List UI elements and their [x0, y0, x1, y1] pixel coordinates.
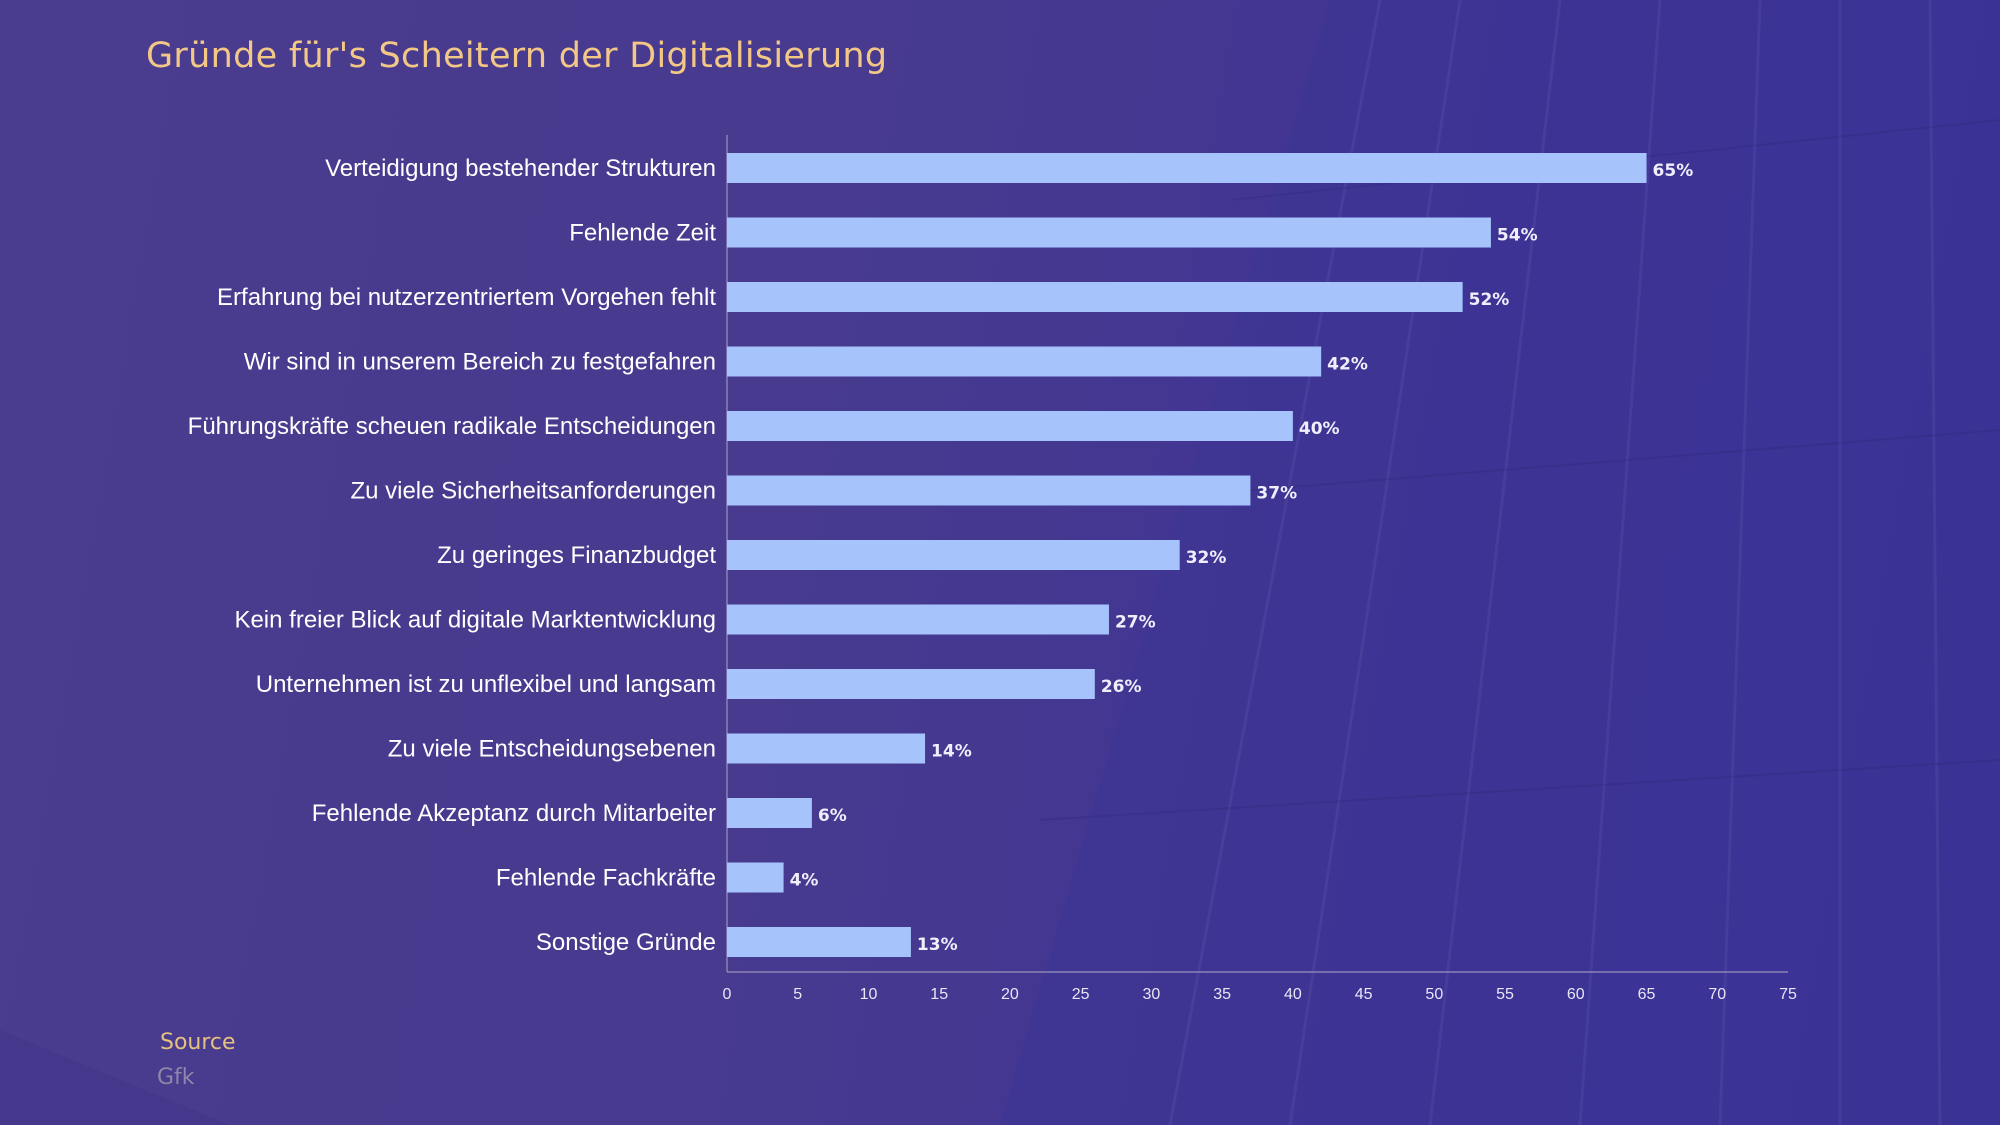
bar — [727, 217, 1491, 248]
x-tick-label: 75 — [1779, 986, 1797, 1003]
category-label: Wir sind in unserem Bereich zu festgefah… — [244, 349, 716, 376]
value-label: 52% — [1469, 290, 1510, 310]
category-label: Fehlende Akzeptanz durch Mitarbeiter — [312, 800, 716, 827]
x-tick-label: 5 — [793, 986, 802, 1003]
x-tick-label: 35 — [1213, 986, 1231, 1003]
bar — [727, 862, 784, 893]
category-label: Fehlende Fachkräfte — [496, 865, 716, 892]
value-label: 65% — [1653, 161, 1694, 181]
category-label: Verteidigung bestehender Strukturen — [325, 155, 716, 182]
value-label: 40% — [1299, 419, 1340, 439]
bar — [727, 540, 1180, 570]
x-tick-label: 70 — [1708, 986, 1726, 1003]
value-label: 4% — [790, 871, 819, 891]
x-tick-label: 60 — [1567, 986, 1585, 1003]
value-label: 32% — [1186, 548, 1227, 568]
x-tick-label: 10 — [860, 986, 878, 1003]
x-tick-label: 15 — [930, 986, 948, 1003]
source-value: Gfk — [157, 1065, 195, 1090]
value-label: 13% — [917, 935, 958, 955]
source-label: Source — [160, 1030, 236, 1055]
value-label: 26% — [1101, 677, 1142, 697]
bar — [727, 346, 1322, 377]
x-tick-label: 25 — [1072, 986, 1090, 1003]
bar — [727, 475, 1251, 506]
category-label: Sonstige Gründe — [536, 929, 716, 956]
bar — [727, 927, 911, 957]
category-label: Fehlende Zeit — [569, 220, 716, 247]
bar — [727, 798, 812, 828]
chart-title: Gründe für's Scheitern der Digitalisieru… — [146, 36, 888, 76]
category-label: Zu viele Sicherheitsanforderungen — [350, 478, 716, 505]
value-label: 37% — [1256, 484, 1297, 504]
x-tick-label: 0 — [723, 986, 732, 1003]
category-label: Kein freier Blick auf digitale Marktentw… — [234, 607, 716, 634]
x-tick-label: 45 — [1355, 986, 1373, 1003]
x-tick-label: 30 — [1143, 986, 1161, 1003]
x-tick-label: 20 — [1001, 986, 1019, 1003]
value-label: 54% — [1497, 226, 1538, 246]
bar — [727, 282, 1463, 312]
bar — [727, 733, 926, 764]
bar — [727, 604, 1109, 635]
category-label: Zu geringes Finanzbudget — [437, 542, 716, 569]
value-label: 42% — [1327, 355, 1368, 375]
value-label: 6% — [818, 806, 847, 826]
category-label: Unternehmen ist zu unflexibel und langsa… — [256, 671, 716, 698]
category-label: Führungskräfte scheuen radikale Entschei… — [188, 413, 716, 440]
category-label: Erfahrung bei nutzerzentriertem Vorgehen… — [217, 284, 716, 311]
x-tick-label: 40 — [1284, 986, 1302, 1003]
x-tick-label: 55 — [1496, 986, 1514, 1003]
bar — [727, 669, 1095, 699]
category-label: Zu viele Entscheidungsebenen — [388, 736, 716, 763]
bar — [727, 411, 1293, 441]
x-tick-label: 65 — [1638, 986, 1656, 1003]
value-label: 27% — [1115, 613, 1156, 633]
bar — [727, 153, 1647, 183]
value-label: 14% — [931, 742, 972, 762]
x-tick-label: 50 — [1425, 986, 1443, 1003]
